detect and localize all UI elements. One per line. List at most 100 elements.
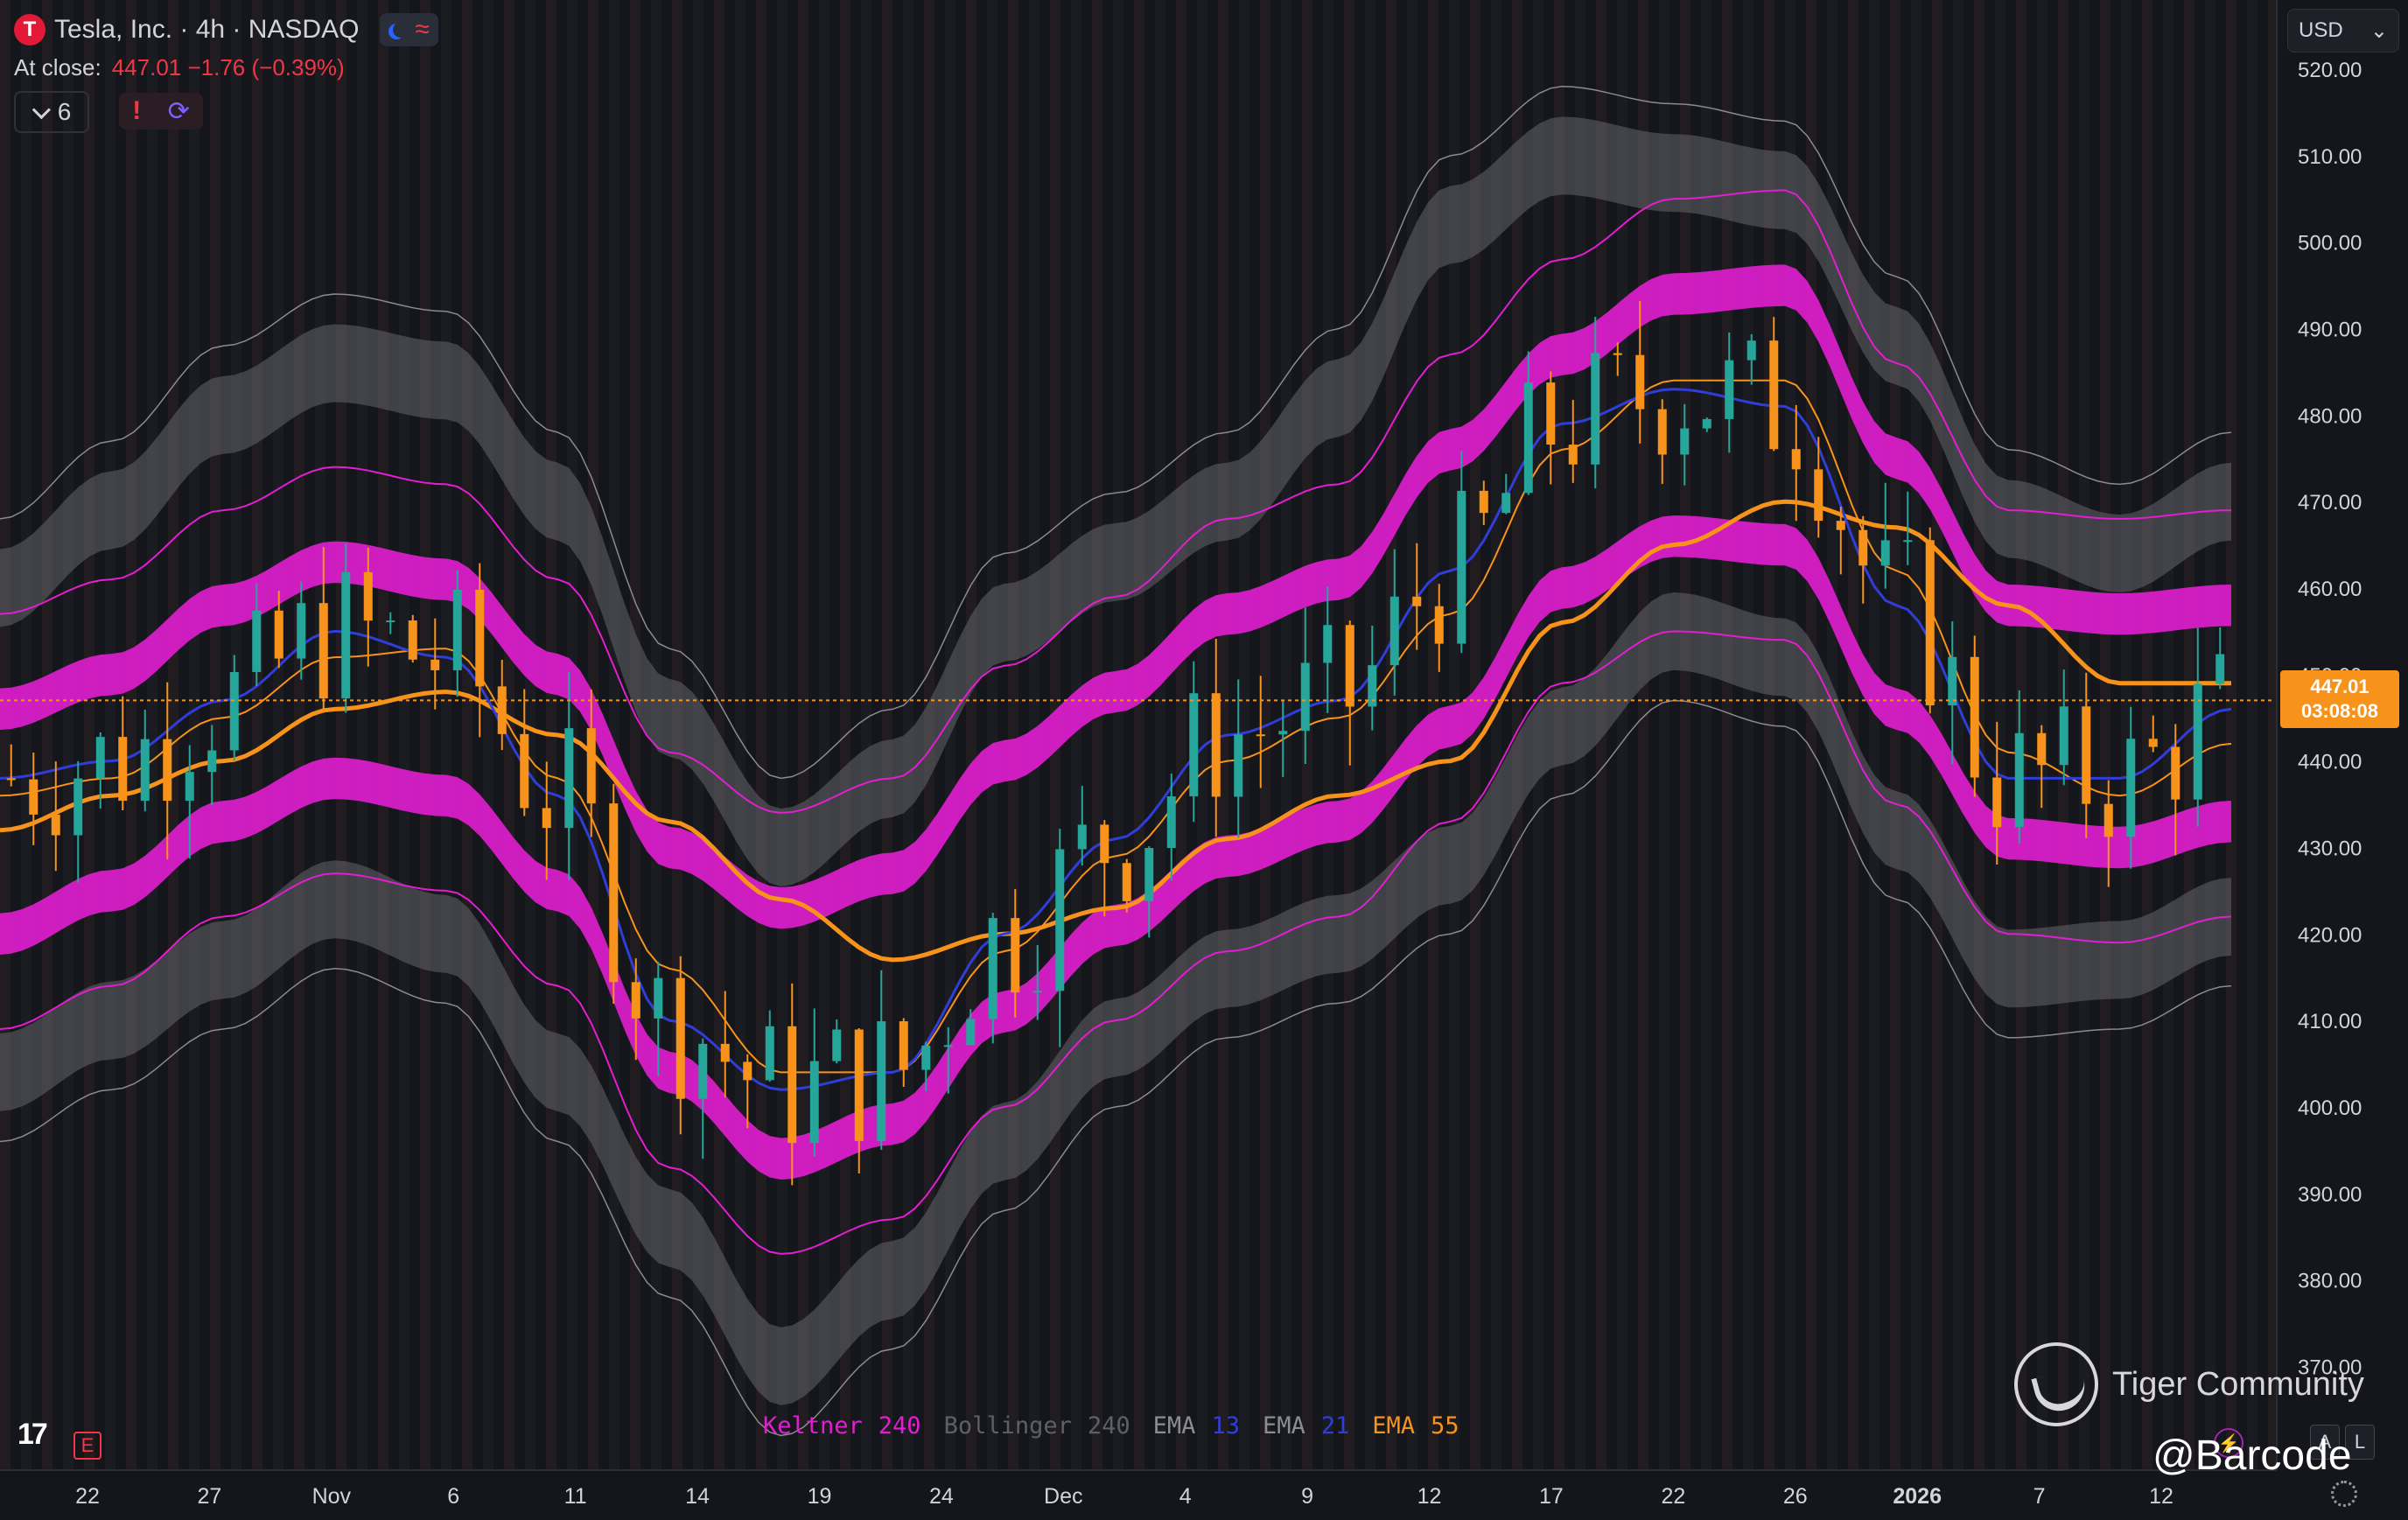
candle-body [74,778,83,836]
gear-icon[interactable] [2331,1481,2357,1507]
session-stripe [630,0,640,1470]
legend-length: 13 [1211,1412,1240,1439]
y-tick-label: 520.00 [2298,59,2362,82]
y-tick-label: 420.00 [2298,923,2362,947]
legend-item[interactable]: EMA 55 [1372,1412,1459,1439]
session-stripe [1197,0,1208,1470]
session-stripe [1638,0,1648,1470]
log-scale-button[interactable]: L [2345,1425,2375,1460]
bolt-icon[interactable]: ⚡ [2214,1428,2244,1458]
x-tick-label: 4 [1180,1484,1192,1509]
legend-length: 240 [1087,1412,1130,1439]
candle-body [676,977,685,1099]
session-stripe [126,0,136,1470]
candle-body [2193,683,2202,800]
session-stripe [1176,0,1186,1470]
candle-body [1189,693,1199,797]
candle-body [252,610,262,672]
session-stripe [1365,0,1376,1470]
session-stripe [1680,0,1690,1470]
session-stripe [798,0,808,1470]
candle-body [1635,354,1645,410]
currency-select[interactable]: USD ⌄ [2287,9,2399,53]
session-stripe [378,0,388,1470]
wave-icon: ≈ [415,15,430,44]
session-stripe [252,0,262,1470]
session-stripe [1995,0,2006,1470]
ema-21-line [0,379,2232,1074]
candle-body [1457,490,1466,644]
indicators-toggle[interactable]: 6 [14,91,89,133]
tradingview-logo-icon[interactable]: 17 [18,1418,48,1451]
candle-body [6,778,16,781]
x-tick-label: 7 [2034,1484,2046,1509]
session-stripe [525,0,536,1470]
session-stripe [1113,0,1124,1470]
legend-name: EMA [1372,1412,1416,1439]
indicator-count: 6 [57,98,72,125]
y-tick-label: 380.00 [2298,1270,2362,1293]
session-stripe [441,0,452,1470]
candle-body [1814,469,1824,522]
legend-length: 55 [1431,1412,1460,1439]
candle-body [943,1045,953,1047]
candle-body [854,1029,864,1141]
bollinger-outer-lower [0,699,2232,1437]
legend-name: Bollinger [943,1412,1072,1439]
candle-body [765,1026,774,1081]
tiger-community-watermark: Tiger Community [2014,1342,2364,1426]
candle-body [586,728,596,804]
tesla-logo-icon: T [14,14,46,46]
candle-body [1568,445,1578,465]
candle-body [297,603,306,659]
y-tick-label: 490.00 [2298,319,2362,342]
candle-body [475,589,485,687]
legend-item[interactable]: Bollinger 240 [944,1412,1130,1439]
candle-body [229,671,239,751]
tiger-watermark-text: Tiger Community [2112,1365,2364,1403]
session-stripe [1008,0,1018,1470]
legend-item[interactable]: EMA 13 [1153,1412,1240,1439]
data-alerts[interactable]: ! ⟳ [119,93,203,130]
legend-length: 21 [1320,1412,1350,1439]
session-stripe [2247,0,2258,1470]
candle-body [29,779,38,815]
y-tick-label: 470.00 [2298,491,2362,515]
candle-body [452,589,462,670]
symbol-header[interactable]: T Tesla, Inc. · 4h · NASDAQ ≈ [14,12,438,47]
close-label: At close: [14,54,102,81]
earnings-badge[interactable]: E [74,1432,102,1460]
session-stripe [1617,0,1628,1470]
y-tick-label: 510.00 [2298,145,2362,169]
session-stripe [21,0,32,1470]
candle-body [430,659,440,670]
candle-body [1680,428,1690,455]
session-stripe [1092,0,1102,1470]
market-status-pill[interactable]: ≈ [380,13,438,46]
candle-body [1769,340,1779,450]
x-tick-label: 12 [1418,1484,1442,1509]
candle-body [363,571,373,621]
candle-body [520,733,529,809]
candle-body [2216,654,2225,684]
candle-body [1300,662,1310,732]
session-stripe [987,0,998,1470]
legend-item[interactable]: EMA 21 [1263,1412,1349,1439]
candle-body [564,728,574,829]
session-stripe [2142,0,2152,1470]
x-tick-label: 24 [929,1484,954,1509]
session-stripe [1134,0,1144,1470]
candle-body [698,1043,708,1099]
candle-body [274,610,284,659]
candle-body [318,603,328,699]
time-axis-bg [0,1470,2277,1520]
legend-name: Keltner [763,1412,863,1439]
keltner-upper-band [0,264,2231,929]
candle-body [921,1045,931,1070]
auto-scale-button[interactable]: A [2310,1425,2340,1460]
candle-body [1166,796,1176,849]
candle-body [2082,706,2091,804]
candle-body [788,1026,797,1144]
legend-item[interactable]: Keltner 240 [763,1412,921,1439]
